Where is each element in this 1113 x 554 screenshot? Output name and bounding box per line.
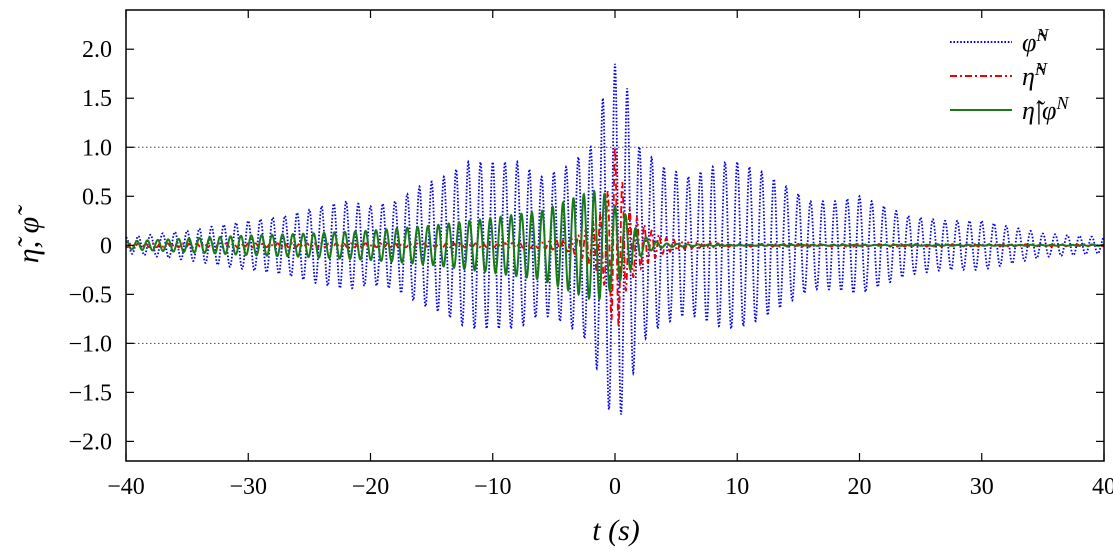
y-tick-label: 1.0 — [82, 135, 112, 161]
y-tick-label: −1.0 — [68, 331, 112, 357]
series-layer — [125, 63, 1105, 415]
y-tick-label: −2.0 — [68, 429, 112, 455]
y-tick-label: 0 — [100, 233, 112, 259]
x-tick-label: −20 — [352, 474, 390, 500]
y-tick-label: −1.5 — [68, 380, 112, 406]
series-line-0 — [125, 63, 1105, 415]
reference-lines — [126, 146, 1104, 344]
y-tick-label: 0.5 — [82, 184, 112, 210]
tick-labels: −40 −30 −20 −10 0 10 20 30 40 −2.0 −1.5 −1.0 −0.5 0 0.… — [68, 37, 1113, 500]
x-tick-label: 20 — [848, 474, 872, 500]
x-tick-label: 0 — [609, 474, 621, 500]
y-axis-title: η̃, φ̃ — [12, 205, 45, 263]
series-line-2 — [125, 189, 1105, 301]
x-tick-label: −10 — [474, 474, 512, 500]
legend: φ̃Nη̃Nη̃|φN — [950, 25, 1069, 125]
legend-label-2: η̃|φN — [1022, 93, 1069, 125]
x-tick-label: 30 — [970, 474, 994, 500]
x-axis-title: t (s) — [592, 514, 640, 547]
axis-ticks — [125, 10, 1105, 461]
legend-label-1: η̃N — [1022, 59, 1048, 91]
y-tick-label: 2.0 — [82, 37, 112, 63]
x-tick-label: −30 — [229, 474, 267, 500]
legend-label-0: φ̃N — [1022, 25, 1049, 57]
x-tick-label: 10 — [725, 474, 749, 500]
y-tick-label: −0.5 — [68, 282, 112, 308]
y-tick-label: 1.5 — [82, 86, 112, 112]
x-tick-label: −40 — [107, 474, 145, 500]
x-tick-label: 40 — [1092, 474, 1113, 500]
